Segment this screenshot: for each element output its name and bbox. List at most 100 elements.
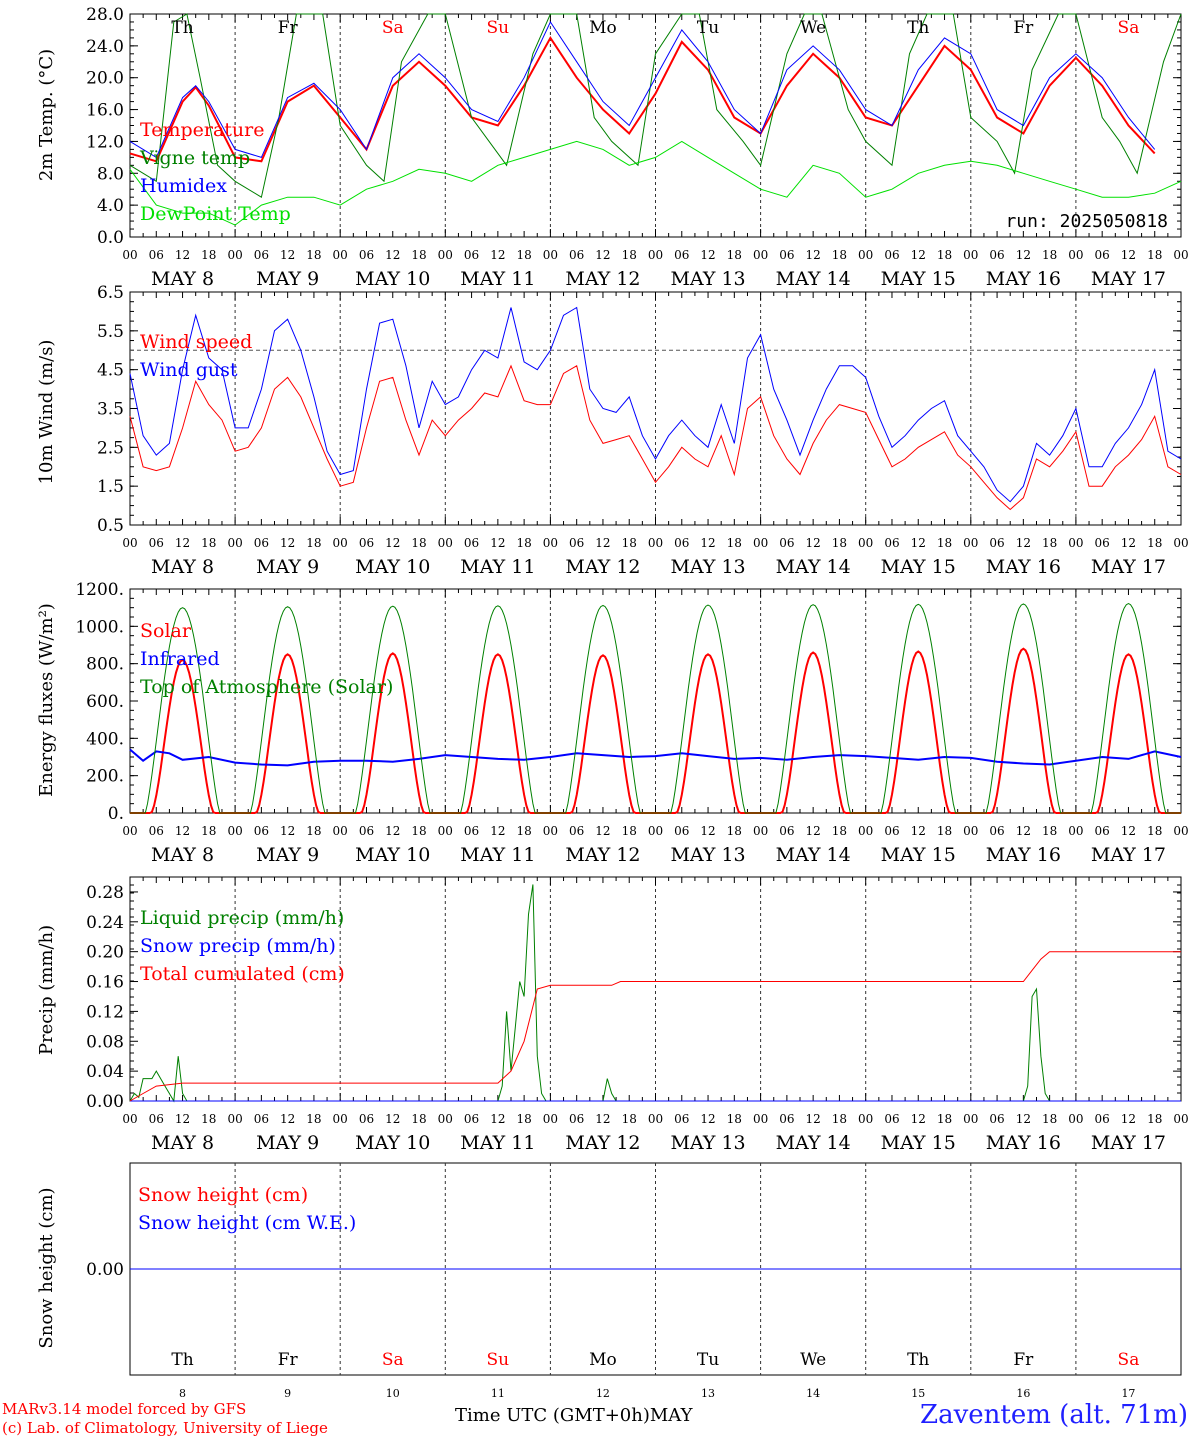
x-date-label: MAY 12: [565, 556, 640, 578]
x-hour-label: 00: [858, 1112, 873, 1126]
x-hour-label: 18: [622, 248, 637, 262]
x-date-label: MAY 11: [460, 268, 535, 290]
x-hour-label: 12: [490, 248, 505, 262]
day-number: 11: [491, 1387, 505, 1400]
x-hour-label: 12: [1121, 1112, 1136, 1126]
day-name-top: Sa: [382, 18, 404, 38]
x-hour-label: 18: [727, 248, 742, 262]
x-hour-label: 12: [175, 824, 190, 838]
day-name-bottom: Mo: [589, 1350, 617, 1370]
day-number: 8: [179, 1387, 186, 1400]
x-hour-label: 00: [858, 248, 873, 262]
x-date-label: MAY 10: [355, 556, 430, 578]
x-hour-label: 00: [753, 1112, 768, 1126]
x-hour-label: 18: [201, 248, 216, 262]
x-hour-label: 12: [175, 1112, 190, 1126]
x-hour-label: 06: [149, 1112, 164, 1126]
x-hour-label: 00: [438, 248, 453, 262]
x-hour-label: 18: [727, 536, 742, 550]
x-hour-label: 06: [359, 1112, 374, 1126]
x-date-label: MAY 9: [256, 1132, 319, 1154]
x-date-label: MAY 12: [565, 1132, 640, 1154]
x-hour-label: 06: [1095, 1112, 1110, 1126]
x-hour-label: 18: [306, 824, 321, 838]
x-hour-label: 12: [806, 536, 821, 550]
y-tick-label: 0.: [108, 804, 124, 824]
x-date-label: MAY 11: [460, 1132, 535, 1154]
x-hour-label: 00: [227, 248, 242, 262]
y-tick-label: 800.: [86, 655, 124, 675]
x-hour-label: 00: [227, 1112, 242, 1126]
legend-entry: Snow height (cm): [138, 1184, 308, 1206]
x-hour-label: 00: [227, 536, 242, 550]
x-hour-label: 18: [832, 1112, 847, 1126]
x-hour-label: 18: [1042, 1112, 1057, 1126]
x-hour-label: 18: [411, 1112, 426, 1126]
x-date-label: MAY 13: [670, 844, 745, 866]
x-hour-label: 18: [201, 824, 216, 838]
x-hour-label: 12: [490, 1112, 505, 1126]
x-date-label: MAY 13: [670, 1132, 745, 1154]
x-hour-label: 18: [832, 824, 847, 838]
panel-2: 0.5 1.5 2.5 3.5 4.5 5.5 6.5 10m Wind (m/s) Wind …: [36, 283, 1189, 578]
x-hour-label: 18: [622, 824, 637, 838]
x-date-label: MAY 14: [776, 1132, 851, 1154]
x-date-label: MAY 14: [776, 844, 851, 866]
x-hour-label: 12: [806, 824, 821, 838]
x-hour-label: 00: [648, 1112, 663, 1126]
day-name-bottom: We: [800, 1350, 826, 1370]
x-hour-label: 06: [989, 1112, 1004, 1126]
x-date-label: MAY 12: [565, 268, 640, 290]
x-hour-label: 18: [727, 1112, 742, 1126]
day-name-bottom: Sa: [382, 1350, 404, 1370]
y-tick-label: 5.5: [97, 322, 124, 342]
x-hour-label: 00: [1173, 536, 1188, 550]
x-hour-label: 18: [727, 824, 742, 838]
x-hour-label: 00: [122, 536, 137, 550]
series-line-vigne-temp: [129, 13, 1182, 198]
x-hour-label: 06: [254, 536, 269, 550]
y-tick-label: 3.5: [97, 400, 124, 420]
x-hour-label: 06: [254, 824, 269, 838]
legend-entry: Wind speed: [140, 331, 252, 353]
y-axis-title: Snow height (cm): [36, 1187, 57, 1348]
x-hour-label: 00: [543, 248, 558, 262]
x-hour-label: 12: [1016, 248, 1031, 262]
y-tick-label: 4.5: [97, 361, 124, 381]
y-tick-label: 0.0: [97, 228, 124, 248]
x-hour-label: 18: [1042, 824, 1057, 838]
day-number: 9: [284, 1387, 291, 1400]
x-hour-label: 12: [700, 1112, 715, 1126]
day-name-bottom: Tu: [697, 1350, 719, 1370]
x-hour-label: 00: [1173, 248, 1188, 262]
x-hour-label: 12: [1121, 536, 1136, 550]
x-hour-label: 00: [1173, 824, 1188, 838]
x-hour-label: 00: [227, 824, 242, 838]
day-number: 15: [911, 1387, 925, 1400]
x-hour-label: 06: [149, 536, 164, 550]
x-date-label: MAY 9: [256, 556, 319, 578]
x-hour-label: 00: [333, 536, 348, 550]
y-tick-label: 200.: [86, 767, 124, 787]
x-date-label: MAY 16: [986, 556, 1061, 578]
day-name-top: Tu: [697, 18, 719, 38]
legend-entry: DewPoint Temp: [140, 203, 291, 225]
x-hour-label: 00: [858, 824, 873, 838]
y-tick-label: 0.5: [97, 516, 124, 536]
series-line-total-cumulated-cm-: [129, 951, 1181, 1102]
x-hour-label: 06: [254, 1112, 269, 1126]
x-hour-label: 00: [753, 824, 768, 838]
y-tick-label: 6.5: [97, 283, 124, 303]
y-axis-title: 2m Temp. (°C): [36, 49, 57, 181]
x-hour-label: 06: [779, 1112, 794, 1126]
y-tick-label: 20.0: [86, 69, 124, 89]
x-hour-label: 06: [464, 536, 479, 550]
y-tick-label: 1000.: [75, 617, 124, 637]
x-date-label: MAY 8: [151, 556, 214, 578]
x-hour-label: 00: [753, 248, 768, 262]
series-line-dewpoint-temp: [129, 140, 1182, 226]
y-tick-label: 0.20: [86, 943, 124, 963]
x-hour-label: 12: [806, 248, 821, 262]
x-hour-label: 00: [122, 248, 137, 262]
legend-entry: Snow height (cm W.E.): [138, 1212, 356, 1234]
